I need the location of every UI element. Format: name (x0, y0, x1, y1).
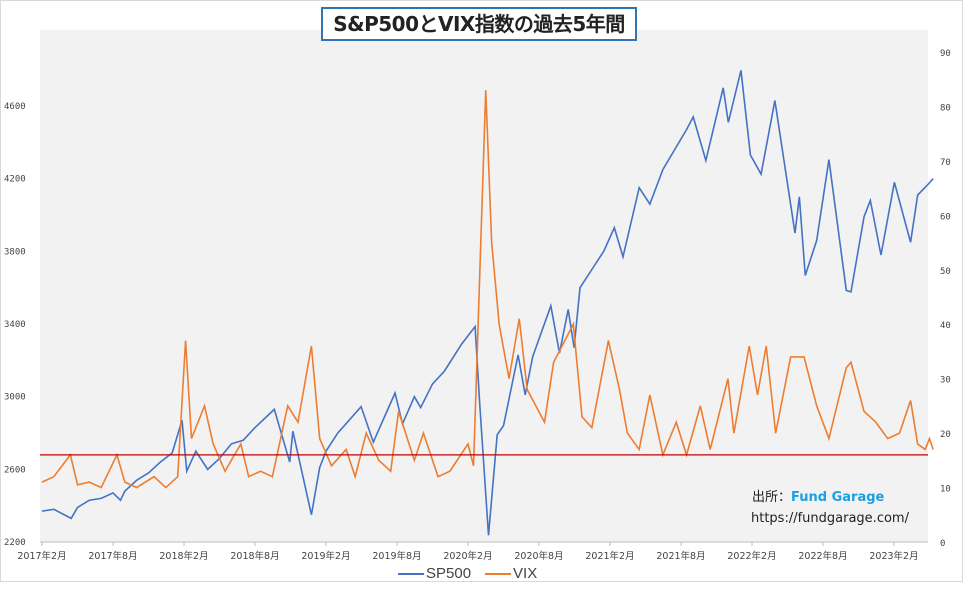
source-url: https://fundgarage.com/ (751, 511, 909, 526)
y-right-tick-label: 0 (940, 539, 945, 549)
legend-swatch-vix (485, 572, 512, 575)
chart-title: S&P500とVIX指数の過去5年間 (321, 7, 637, 41)
y-left-tick-label: 4200 (4, 175, 26, 185)
y-right-tick-label: 70 (940, 158, 951, 168)
legend-item-sp500: SP500 (398, 565, 471, 582)
x-tick-label: 2018年8月 (230, 550, 279, 562)
source-label: 出所： (752, 490, 792, 505)
x-tick-label: 2023年2月 (869, 550, 918, 562)
y-left-tick-label: 4600 (4, 102, 26, 112)
y-right-tick-label: 80 (940, 103, 951, 113)
y-right-tick-label: 60 (940, 212, 951, 222)
legend: SP500 VIX (398, 565, 537, 582)
sp500-line (41, 70, 934, 536)
y-left-tick-label: 2200 (4, 538, 26, 548)
x-tick-label: 2017年8月 (88, 550, 137, 562)
legend-item-vix: VIX (485, 565, 537, 582)
y-left-tick-label: 3400 (4, 320, 26, 330)
x-tick-label: 2020年8月 (514, 550, 563, 562)
y-left-tick-label: 3000 (4, 393, 26, 403)
x-tick-label: 2021年8月 (656, 550, 705, 562)
x-tick-label: 2022年2月 (727, 550, 776, 562)
y-right-tick-label: 20 (940, 430, 951, 440)
y-left-tick-label: 2600 (4, 465, 26, 475)
x-tick-label: 2020年2月 (443, 550, 492, 562)
x-tick-label: 2018年2月 (159, 550, 208, 562)
source-brand: Fund Garage (791, 490, 885, 505)
vix-line (41, 90, 934, 489)
x-tick-label: 2019年2月 (301, 550, 350, 562)
source-credit: 出所：Fund Garage (752, 486, 884, 505)
legend-label-vix: VIX (513, 565, 538, 582)
x-tick-label: 2019年8月 (372, 550, 421, 562)
y-left-tick-label: 3800 (4, 247, 26, 257)
y-right-tick-label: 30 (940, 376, 951, 386)
y-right-tick-label: 10 (940, 485, 951, 495)
y-right-tick-label: 50 (940, 267, 951, 277)
legend-swatch-sp500 (398, 572, 424, 575)
legend-label-sp500: SP500 (426, 565, 472, 582)
y-right-tick-label: 40 (940, 321, 951, 331)
x-tick-label: 2021年2月 (585, 550, 634, 562)
x-tick-label: 2017年2月 (17, 550, 66, 562)
x-tick-label: 2022年8月 (798, 550, 847, 562)
y-right-tick-label: 90 (940, 49, 951, 59)
